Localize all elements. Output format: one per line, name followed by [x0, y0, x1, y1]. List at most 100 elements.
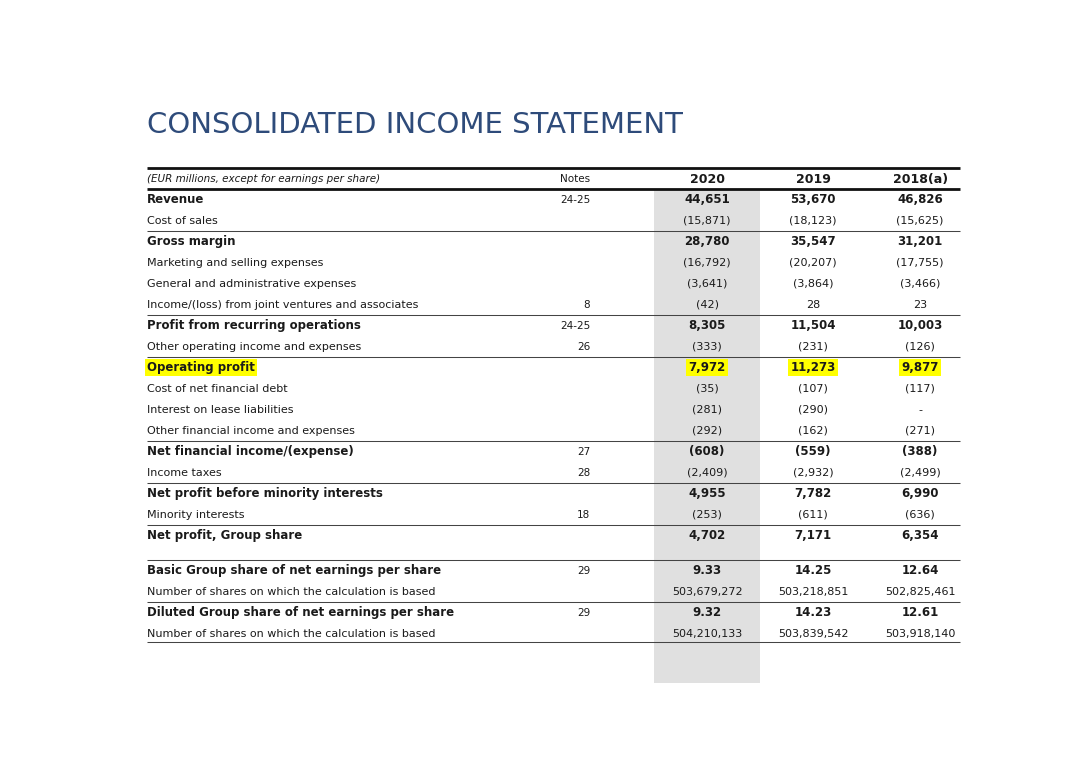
Text: 503,218,851: 503,218,851 — [778, 587, 848, 597]
Text: (117): (117) — [906, 384, 935, 394]
Text: 28: 28 — [577, 468, 590, 478]
Text: (16,792): (16,792) — [683, 257, 731, 267]
Text: 28: 28 — [806, 300, 820, 310]
Text: (3,641): (3,641) — [687, 279, 728, 288]
Text: 44,651: 44,651 — [685, 193, 730, 206]
Text: (636): (636) — [906, 510, 935, 520]
Text: 46,826: 46,826 — [897, 193, 943, 206]
Text: (2,409): (2,409) — [687, 468, 728, 478]
Text: 14.23: 14.23 — [794, 606, 832, 619]
Text: Operating profit: Operating profit — [148, 361, 255, 374]
Text: (608): (608) — [689, 446, 724, 458]
Text: 6,354: 6,354 — [901, 529, 939, 542]
Text: 8: 8 — [583, 300, 590, 310]
Text: Income taxes: Income taxes — [148, 468, 222, 478]
Text: Notes: Notes — [559, 174, 590, 184]
Text: 23: 23 — [913, 300, 927, 310]
Text: (15,625): (15,625) — [897, 215, 943, 226]
Text: (611): (611) — [799, 510, 828, 520]
Text: Other financial income and expenses: Other financial income and expenses — [148, 425, 355, 436]
Text: Basic Group share of net earnings per share: Basic Group share of net earnings per sh… — [148, 564, 441, 577]
Text: (2,932): (2,932) — [792, 468, 833, 478]
Text: Marketing and selling expenses: Marketing and selling expenses — [148, 257, 323, 267]
Text: (388): (388) — [902, 446, 938, 458]
Text: 27: 27 — [577, 446, 590, 456]
Text: 12.64: 12.64 — [901, 564, 939, 577]
Text: Cost of net financial debt: Cost of net financial debt — [148, 384, 288, 394]
Text: 503,839,542: 503,839,542 — [778, 629, 848, 639]
Text: Profit from recurring operations: Profit from recurring operations — [148, 319, 361, 332]
Text: Minority interests: Minority interests — [148, 510, 245, 520]
Text: 31,201: 31,201 — [898, 235, 942, 248]
Text: 11,273: 11,273 — [790, 361, 835, 374]
Text: Gross margin: Gross margin — [148, 235, 236, 248]
Text: Net financial income/(expense): Net financial income/(expense) — [148, 446, 354, 458]
Text: 8,305: 8,305 — [689, 319, 725, 332]
Text: 9,877: 9,877 — [901, 361, 939, 374]
Text: (231): (231) — [798, 342, 828, 352]
Text: (20,207): (20,207) — [789, 257, 837, 267]
Text: (281): (281) — [692, 405, 722, 415]
Text: 29: 29 — [577, 566, 590, 576]
Text: (126): (126) — [906, 342, 935, 352]
Text: (15,871): (15,871) — [683, 215, 731, 226]
Text: (107): (107) — [798, 384, 828, 394]
Text: 2019: 2019 — [796, 173, 830, 186]
Text: Income/(loss) from joint ventures and associates: Income/(loss) from joint ventures and as… — [148, 300, 418, 310]
Text: (3,466): (3,466) — [900, 279, 940, 288]
Text: 11,504: 11,504 — [790, 319, 835, 332]
Text: -: - — [918, 405, 922, 415]
Text: 504,210,133: 504,210,133 — [672, 629, 742, 639]
Text: (292): (292) — [692, 425, 722, 436]
Text: Diluted Group share of net earnings per share: Diluted Group share of net earnings per … — [148, 606, 455, 619]
Text: 4,702: 4,702 — [689, 529, 725, 542]
Text: 7,782: 7,782 — [794, 487, 832, 501]
Text: (18,123): (18,123) — [789, 215, 837, 226]
Text: 2018(a): 2018(a) — [893, 173, 948, 186]
Text: 7,171: 7,171 — [794, 529, 832, 542]
Text: 28,780: 28,780 — [685, 235, 730, 248]
Text: Interest on lease liabilities: Interest on lease liabilities — [148, 405, 294, 415]
Text: (253): (253) — [692, 510, 722, 520]
Text: CONSOLIDATED INCOME STATEMENT: CONSOLIDATED INCOME STATEMENT — [148, 111, 683, 139]
Text: 6,990: 6,990 — [901, 487, 939, 501]
Text: 7,972: 7,972 — [689, 361, 725, 374]
Text: Number of shares on which the calculation is based: Number of shares on which the calculatio… — [148, 629, 436, 639]
Text: Other operating income and expenses: Other operating income and expenses — [148, 342, 361, 352]
Text: Cost of sales: Cost of sales — [148, 215, 218, 226]
Text: Revenue: Revenue — [148, 193, 205, 206]
Bar — [654, 188, 760, 683]
Text: 503,679,272: 503,679,272 — [672, 587, 743, 597]
Text: (42): (42) — [695, 300, 719, 310]
Text: (17,755): (17,755) — [896, 257, 944, 267]
Text: 9.32: 9.32 — [692, 606, 721, 619]
Text: (559): (559) — [796, 446, 831, 458]
Text: 4,955: 4,955 — [688, 487, 725, 501]
Text: 24-25: 24-25 — [559, 195, 590, 205]
Text: (271): (271) — [906, 425, 935, 436]
Text: 14.25: 14.25 — [794, 564, 832, 577]
Text: (333): (333) — [692, 342, 722, 352]
Text: 9.33: 9.33 — [692, 564, 721, 577]
Text: Net profit before minority interests: Net profit before minority interests — [148, 487, 383, 501]
Text: (EUR millions, except for earnings per share): (EUR millions, except for earnings per s… — [148, 174, 381, 184]
Text: 26: 26 — [577, 342, 590, 352]
Text: 29: 29 — [577, 608, 590, 618]
Text: 12.61: 12.61 — [901, 606, 939, 619]
Text: 24-25: 24-25 — [559, 321, 590, 331]
Text: 10,003: 10,003 — [898, 319, 942, 332]
Text: (35): (35) — [695, 384, 718, 394]
Text: 53,670: 53,670 — [790, 193, 835, 206]
Text: 503,918,140: 503,918,140 — [885, 629, 955, 639]
Text: (162): (162) — [798, 425, 828, 436]
Text: (3,864): (3,864) — [793, 279, 833, 288]
Text: General and administrative expenses: General and administrative expenses — [148, 279, 357, 288]
Text: 35,547: 35,547 — [790, 235, 835, 248]
Text: Number of shares on which the calculation is based: Number of shares on which the calculatio… — [148, 587, 436, 597]
Text: Net profit, Group share: Net profit, Group share — [148, 529, 303, 542]
Text: (290): (290) — [798, 405, 828, 415]
Text: 2020: 2020 — [690, 173, 724, 186]
Text: 18: 18 — [577, 510, 590, 520]
Text: 502,825,461: 502,825,461 — [885, 587, 955, 597]
Text: (2,499): (2,499) — [900, 468, 940, 478]
